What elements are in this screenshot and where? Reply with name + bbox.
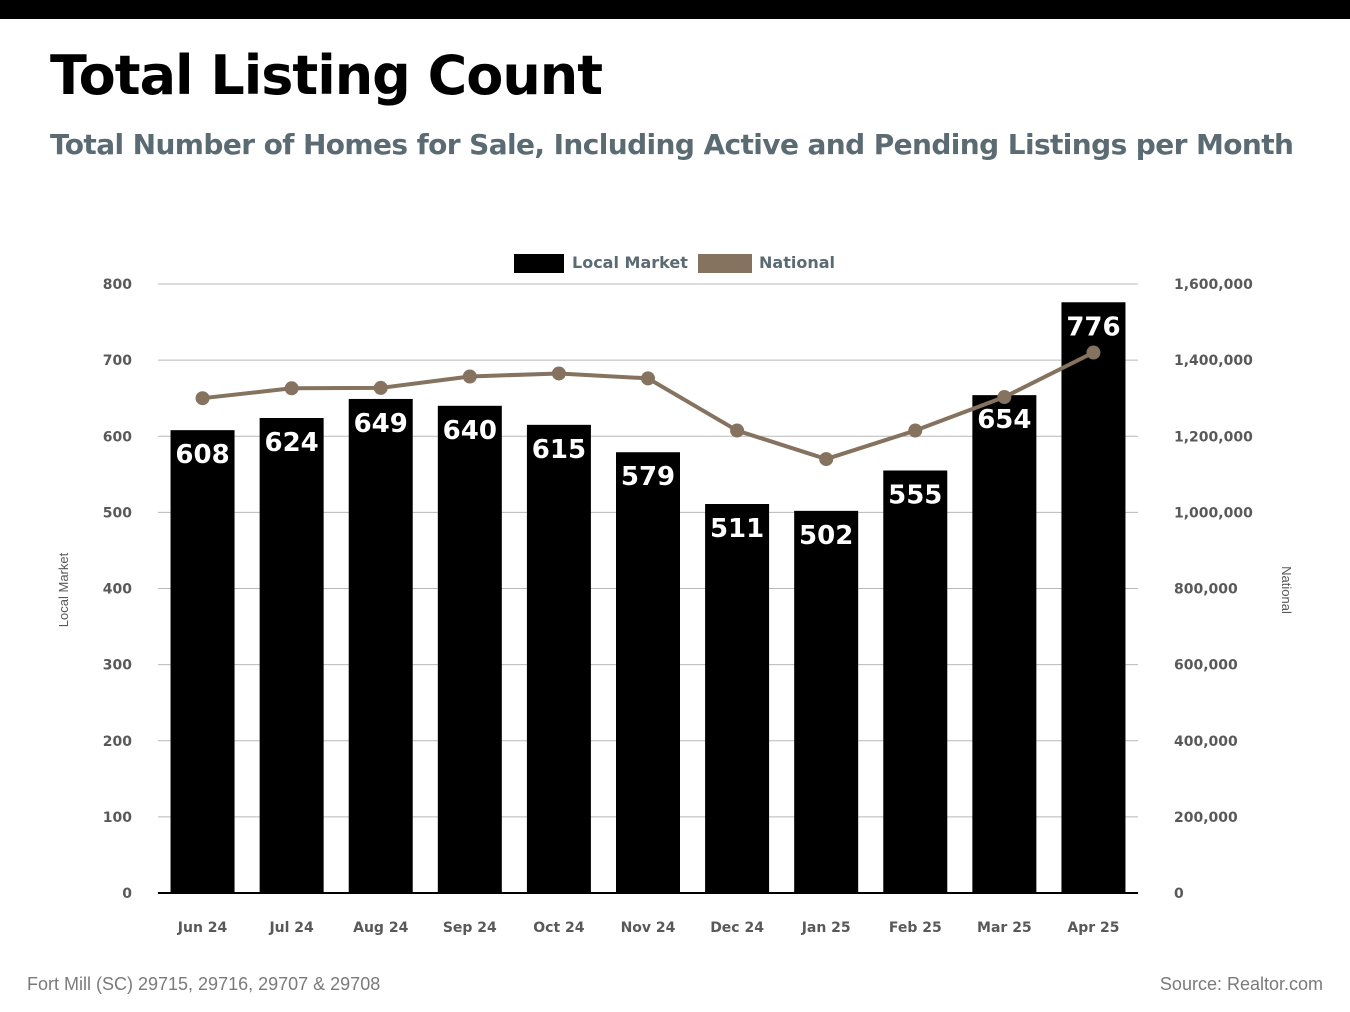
bar-data-label: 608 (175, 440, 229, 470)
y2-tick-label: 0 (1174, 886, 1184, 902)
bar-data-label: 640 (443, 416, 497, 446)
bar-local-market (526, 424, 591, 893)
x-tick-label: Aug 24 (353, 920, 408, 936)
bar-local-market (437, 405, 502, 893)
bar-data-label: 615 (532, 435, 586, 465)
x-tick-label: Apr 25 (1067, 920, 1119, 936)
bar-local-market (616, 452, 680, 893)
x-tick-label: Jan 25 (801, 920, 851, 936)
y2-tick-label: 1,200,000 (1174, 429, 1253, 445)
x-tick-label: Sep 24 (443, 920, 497, 936)
bar-local-market (972, 395, 1037, 893)
bar-local-market (1061, 302, 1126, 893)
y-tick-label: 300 (103, 658, 132, 674)
bar-local-market (170, 430, 235, 893)
bar-data-label: 502 (799, 521, 853, 551)
y-tick-label: 500 (103, 505, 132, 521)
y-tick-label: 600 (103, 429, 132, 445)
national-point (195, 391, 210, 406)
y2-axis-title: National (1279, 566, 1294, 614)
x-tick-label: Oct 24 (533, 920, 585, 936)
bar-data-label: 555 (888, 481, 942, 511)
bar-local-market (883, 470, 948, 893)
bar-local-market (794, 510, 859, 893)
national-point (908, 423, 923, 438)
y2-tick-label: 800,000 (1174, 582, 1238, 598)
national-point (819, 452, 834, 467)
bar-data-label: 654 (977, 405, 1031, 435)
legend-swatch-national (698, 254, 752, 273)
bar-data-label: 511 (710, 514, 764, 544)
x-tick-label: Dec 24 (710, 920, 764, 936)
x-tick-label: Nov 24 (621, 920, 676, 936)
y2-tick-label: 1,400,000 (1174, 353, 1253, 369)
y-tick-label: 400 (103, 582, 132, 598)
national-point (730, 423, 745, 438)
y2-tick-label: 400,000 (1174, 734, 1238, 750)
y-tick-label: 700 (103, 353, 132, 369)
legend-swatch-local-market (514, 254, 564, 273)
national-point (641, 371, 655, 386)
national-point (462, 369, 477, 384)
footer-location: Fort Mill (SC) 29715, 29716, 29707 & 297… (27, 974, 381, 994)
top-bar (0, 0, 1350, 19)
x-tick-label: Jun 24 (177, 920, 228, 936)
y-tick-label: 200 (103, 734, 132, 750)
y2-tick-label: 1,000,000 (1174, 505, 1253, 521)
bar-local-market (705, 504, 770, 893)
x-tick-label: Feb 25 (889, 920, 942, 936)
national-point (997, 390, 1012, 405)
national-series-line (202, 350, 1095, 462)
y-tick-label: 0 (122, 886, 132, 902)
page-subtitle: Total Number of Homes for Sale, Includin… (50, 128, 1294, 161)
bar-data-label: 624 (264, 428, 318, 458)
x-tick-label: Jul 24 (268, 920, 314, 936)
bar-data-label: 579 (621, 462, 675, 492)
national-point (1086, 345, 1101, 360)
page-title: Total Listing Count (50, 44, 603, 107)
national-point (551, 366, 566, 381)
x-tick-label: Mar 25 (977, 920, 1032, 936)
bar-data-label: 776 (1066, 312, 1120, 342)
y-axis-title: Local Market (56, 552, 71, 627)
legend-label-local-market: Local Market (572, 253, 688, 272)
y-tick-label: 100 (103, 810, 132, 826)
legend-label-national: National (759, 253, 835, 272)
y2-tick-label: 600,000 (1174, 658, 1238, 674)
bar-local-market (259, 417, 324, 893)
y-tick-label: 800 (103, 277, 132, 293)
national-point (284, 381, 299, 396)
bar-data-label: 649 (354, 409, 408, 439)
y2-tick-label: 200,000 (1174, 810, 1238, 826)
bar-local-market (348, 398, 413, 893)
national-point (373, 380, 388, 395)
y2-tick-label: 1,600,000 (1174, 277, 1253, 293)
footer-source: Source: Realtor.com (1159, 974, 1323, 994)
